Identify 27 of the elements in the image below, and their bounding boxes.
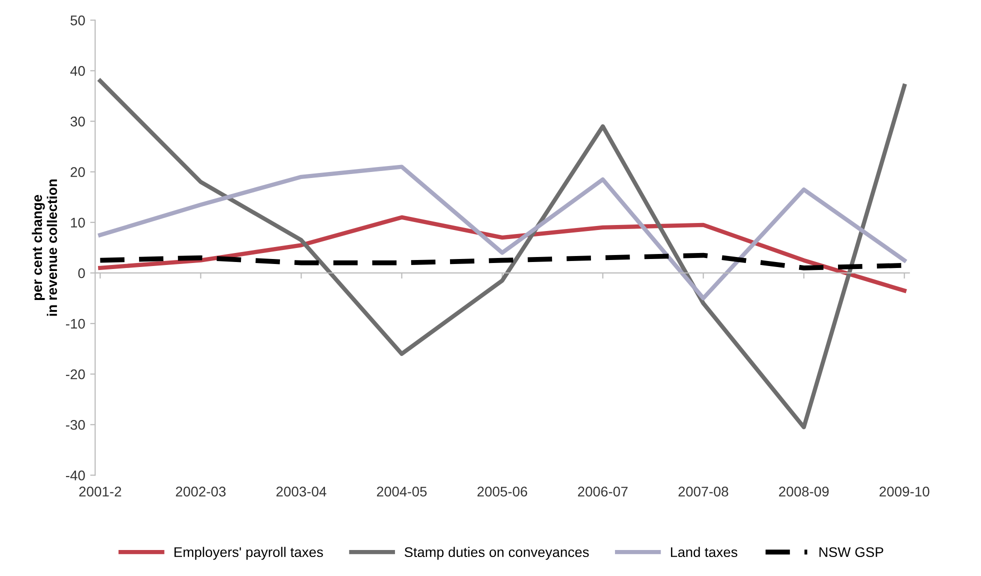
x-tick-label: 2006-07 [578, 486, 628, 497]
x-tick-label: 2004-05 [376, 486, 427, 497]
y-tick-label: 10 [71, 218, 85, 228]
x-tick-label: 2002-03 [176, 486, 226, 497]
y-tick-label: -10 [66, 318, 85, 329]
line-series [98, 215, 906, 293]
y-tick-label: 20 [70, 167, 85, 178]
legend-label: Stamp duties on conveyances [404, 546, 589, 560]
y-tick-label: 0 [78, 268, 85, 278]
y-axis-title: per cent change in revenue collection [32, 179, 58, 316]
y-tick-label: -20 [66, 369, 85, 380]
line-series [98, 164, 906, 300]
x-tick-label: 2005-06 [477, 486, 528, 497]
y-tick-label: -30 [66, 420, 85, 430]
x-tick-label: 2003-04 [276, 486, 326, 497]
x-tick-label: 2008-09 [779, 486, 829, 497]
y-tick-label: 30 [70, 116, 85, 126]
y-tick-label: 40 [70, 66, 85, 76]
line-series [98, 78, 906, 430]
legend-label: Land taxes [670, 546, 738, 558]
y-tick-label: -40 [66, 470, 85, 480]
x-tick-label: 2007-08 [678, 486, 728, 497]
x-tick-label: 2009-10 [880, 486, 930, 497]
legend-label: Employers' payroll taxes [174, 546, 323, 560]
x-tick-label: 2001-2 [79, 486, 122, 497]
legend-label: NSW GSP [819, 547, 884, 558]
y-tick-label: 50 [70, 15, 85, 26]
